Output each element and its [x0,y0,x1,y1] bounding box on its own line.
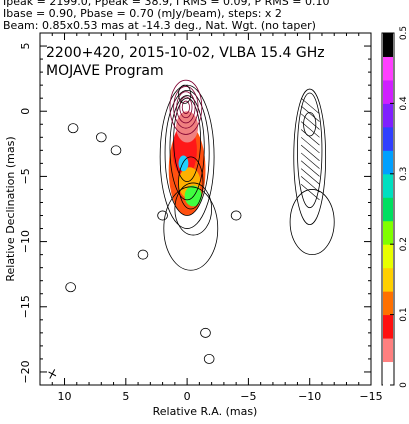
noise-contour [110,145,122,156]
evpa-vector [300,137,320,154]
x-axis: 10 5 0 −5 −10 −15 [51,33,383,403]
evpa-vector [300,144,320,161]
colorbar-band [383,197,393,222]
evpa-vector [300,160,320,177]
colorbar-band [383,150,393,175]
evpa-vector [300,184,320,201]
noise-contour [65,282,76,293]
noise-contour [95,132,107,143]
colorbar-tick-label: 0.5 [399,26,409,40]
colorbar-band [383,56,393,81]
y-tick-label: 5 [19,43,32,50]
evpa-vector [300,113,320,130]
noise-contour [230,210,242,221]
colorbar-band [383,244,393,269]
jet-contour [169,95,205,201]
polarization-fill [184,185,202,207]
chart-subtitle: MOJAVE Program [46,63,164,79]
jet-contour [159,84,215,229]
chart-title: 2200+420, 2015-10-02, VLBA 15.4 GHz [46,45,325,61]
colorbar-tick-label: 0.4 [399,96,409,111]
beam-marker [48,371,57,377]
noise-contour [203,353,215,364]
colorbar-band [383,173,393,198]
vector-contour [289,189,335,256]
colorbar-band [383,267,393,292]
y-axis-label: Relative Declination (mas) [4,136,17,281]
x-tick-label: −10 [298,390,321,403]
colorbar [383,33,393,386]
evpa-vector [300,176,320,193]
evpa-vector [300,152,320,169]
header-line-2: Ibase = 0.90, Pbase = 0.70 (mJy/beam), s… [3,7,282,20]
jet-contour [174,182,213,236]
colorbar-band [383,338,393,363]
y-tick-label: −5 [19,168,32,184]
vector-contour [297,92,323,209]
x-axis-label: Relative R.A. (mas) [153,405,258,418]
y-axis: 5 0 −5 −10 −15 −20 [19,43,371,384]
jet-contour [173,97,201,183]
core-contour [181,100,190,114]
colorbar-tick-label: 0.2 [399,237,409,251]
x-tick-label: 10 [58,390,72,403]
header-line-1: Ipeak = 2199.0, Ppeak = 38.9, I RMS = 0.… [3,0,330,8]
colorbar-band [383,79,393,104]
vector-contour [293,88,327,226]
x-tick-label: 5 [122,390,129,403]
core-contour [179,96,193,119]
colorbar-tick-label: 0.1 [399,307,409,321]
colorbar-axis: 0 0.1 0.2 0.3 0.4 0.5 [390,26,409,388]
y-tick-label: −10 [19,230,32,253]
colorbar-band [383,103,393,128]
core-contour [176,91,196,124]
jet-contour [164,89,210,216]
noise-contour [67,123,79,134]
noise-contour [200,327,211,338]
evpa-vector [300,97,320,115]
jet-contour [178,156,204,210]
jet-contour [163,186,219,271]
header-line-3: Beam: 0.85x0.53 mas at -14.3 deg., Nat. … [3,19,316,32]
evpa-vector [300,105,320,122]
core-contour [169,79,203,135]
x-tick-label: −5 [240,390,256,403]
core-contour [178,84,192,104]
x-tick-label: −15 [359,390,382,403]
colorbar-band [383,33,393,57]
y-tick-label: 0 [19,108,32,115]
evpa-vector [300,129,320,146]
noise-contour [157,210,168,221]
vector-contour [303,112,317,137]
noise-contour [137,249,149,260]
y-tick-label: −20 [19,360,32,383]
colorbar-tick-label: 0.3 [399,167,409,181]
colorbar-band [383,361,393,386]
colorbar-band [383,220,393,245]
evpa-vector [300,121,320,138]
colorbar-band [383,314,393,339]
x-tick-label: 0 [184,390,191,403]
contour-layer [48,79,335,379]
colorbar-tick-label: 0 [399,382,409,388]
y-tick-label: −15 [19,295,32,318]
plot-frame [39,32,372,386]
colorbar-band [383,126,393,151]
evpa-vector [300,168,320,185]
colorbar-band [383,291,393,316]
core-contour [173,86,199,129]
polarization-fill [176,111,199,143]
